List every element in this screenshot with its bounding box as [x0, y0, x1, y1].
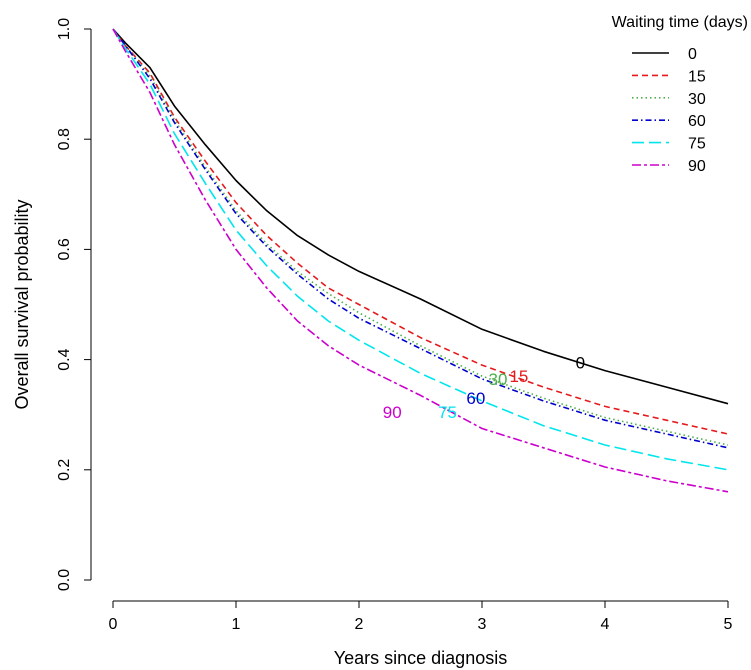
x-tick-label: 0	[109, 616, 118, 633]
survival-curve-60	[112, 28, 729, 449]
legend: Waiting time (days) 0 15 30 60 75 90	[612, 14, 748, 175]
legend-label-0: 0	[688, 46, 697, 63]
y-tick-label: 0.6	[56, 238, 73, 260]
survival-curves	[112, 28, 729, 493]
y-tick-label: 0.8	[56, 128, 73, 150]
legend-label-75: 75	[688, 136, 706, 153]
survival-curve-0	[112, 28, 729, 405]
x-axis-label: Years since diagnosis	[334, 648, 507, 668]
survival-curve-90	[112, 28, 729, 493]
x-tick-label: 2	[355, 616, 364, 633]
curve-annotation-60: 60	[466, 389, 485, 408]
legend-label-15: 15	[688, 68, 706, 85]
legend-label-30: 30	[688, 91, 706, 108]
curve-annotation-30: 30	[489, 370, 508, 389]
curve-annotation-75: 75	[438, 403, 457, 422]
curve-annotation-0: 0	[576, 353, 585, 372]
y-tick-label: 0.2	[56, 459, 73, 481]
legend-label-90: 90	[688, 158, 706, 175]
x-tick-label: 4	[601, 616, 610, 633]
x-tick-label: 3	[478, 616, 487, 633]
curve-annotation-15: 15	[509, 367, 528, 386]
curve-annotation-90: 90	[383, 403, 402, 422]
y-tick-label: 1.0	[56, 18, 73, 40]
survival-curve-30	[112, 28, 729, 446]
y-axis-label: Overall survival probability	[12, 199, 32, 409]
legend-label-60: 60	[688, 113, 706, 130]
y-tick-label: 0.0	[56, 569, 73, 591]
x-tick-label: 1	[232, 616, 241, 633]
x-tick-label: 5	[724, 616, 733, 633]
legend-title: Waiting time (days)	[612, 14, 748, 31]
axes: 0 1 2 3 4 5 0.0 0.2 0.4 0.6 0.8 1.0 Years since diag…	[12, 18, 733, 668]
y-tick-label: 0.4	[56, 348, 73, 370]
survival-curve-15	[112, 28, 729, 435]
survival-curve-75	[112, 28, 729, 471]
